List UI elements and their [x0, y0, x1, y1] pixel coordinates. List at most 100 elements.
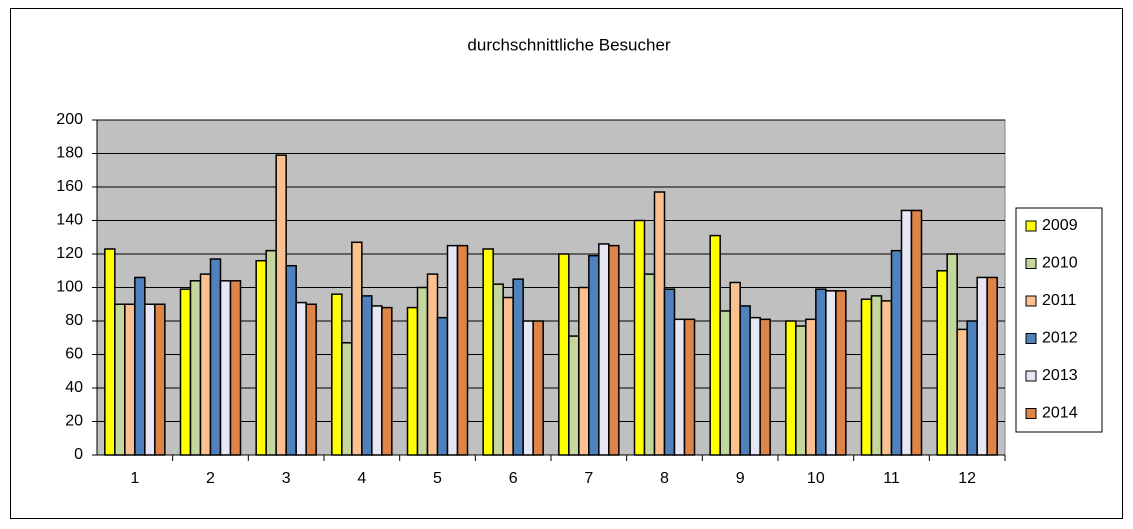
bar [683, 318, 696, 456]
bar [558, 253, 570, 456]
bar [154, 303, 166, 456]
bar [436, 316, 449, 456]
y-tick-label: 160 [56, 178, 83, 195]
y-tick-label: 80 [65, 312, 83, 329]
legend-label: 2010 [1042, 255, 1078, 272]
bar [588, 254, 600, 456]
legend-swatch [1025, 333, 1037, 344]
legend-swatch [1025, 408, 1037, 419]
bar [255, 259, 267, 456]
bar [860, 298, 873, 456]
bar [719, 310, 731, 456]
bar [890, 249, 903, 456]
bar [729, 281, 741, 456]
bar [406, 306, 419, 456]
legend-label: 2012 [1042, 330, 1078, 347]
bar [785, 320, 797, 456]
x-tick-label: 2 [206, 470, 215, 487]
bar [986, 276, 998, 456]
bar [265, 249, 277, 456]
bar [482, 248, 494, 456]
bar [199, 273, 212, 456]
bar [835, 290, 847, 456]
bar [341, 342, 353, 456]
bar [795, 325, 807, 456]
bar [209, 258, 222, 456]
legend-label: 2014 [1042, 405, 1078, 422]
x-tick-label: 8 [660, 470, 669, 487]
legend-swatch [1025, 295, 1037, 307]
bar [512, 278, 524, 456]
x-tick-label: 12 [958, 470, 976, 487]
bar [956, 328, 968, 456]
bar [456, 244, 469, 456]
bar [134, 276, 146, 456]
bar [749, 316, 761, 456]
bar [805, 318, 817, 456]
bar [578, 286, 590, 456]
bar [739, 305, 751, 456]
bar [880, 300, 893, 456]
bar [825, 290, 837, 456]
bar [219, 280, 232, 456]
y-tick-label: 20 [65, 413, 83, 430]
bar [663, 288, 676, 456]
bar [532, 320, 544, 456]
y-tick-label: 60 [65, 346, 83, 363]
bar [492, 283, 504, 456]
bar [144, 303, 156, 456]
bar [416, 286, 429, 456]
bar [608, 244, 620, 456]
bar [446, 244, 459, 456]
x-tick-label: 9 [736, 470, 745, 487]
bar [305, 303, 317, 456]
x-tick-label: 6 [509, 470, 518, 487]
x-tick-label: 5 [433, 470, 442, 487]
bar [104, 248, 116, 456]
x-tick-label: 1 [130, 470, 139, 487]
x-tick-label: 3 [282, 470, 291, 487]
chart-title: durchschnittliche Besucher [467, 35, 671, 54]
bar [189, 280, 202, 456]
x-tick-label: 7 [584, 470, 593, 487]
bar [275, 154, 287, 456]
bar [331, 293, 343, 456]
bar [351, 241, 363, 456]
bar [759, 318, 771, 456]
bar [598, 243, 610, 456]
x-tick-label: 11 [883, 470, 900, 487]
y-tick-label: 200 [56, 111, 83, 128]
bar [633, 219, 646, 456]
legend-box [1015, 207, 1103, 433]
bar [229, 280, 242, 456]
bar [426, 273, 439, 456]
y-tick-label: 120 [56, 245, 83, 262]
legend-swatch [1025, 258, 1037, 269]
legend-label: 2009 [1042, 217, 1078, 234]
bar [568, 335, 580, 456]
bar [502, 296, 514, 456]
bar [371, 305, 383, 456]
bar [295, 301, 307, 456]
bar [976, 276, 988, 456]
bar [709, 234, 721, 456]
y-tick-label: 100 [56, 279, 83, 296]
bar [124, 303, 136, 456]
bar [910, 209, 923, 456]
x-tick-label: 10 [807, 470, 825, 487]
bar [870, 295, 883, 456]
bar [643, 273, 656, 456]
legend-swatch [1025, 370, 1037, 382]
legend-swatch [1025, 220, 1037, 232]
y-tick-label: 140 [56, 212, 83, 229]
bar [966, 320, 978, 456]
bar [285, 264, 297, 456]
bar [522, 320, 534, 456]
bar [673, 318, 686, 456]
bar [381, 306, 393, 456]
x-tick-label: 4 [357, 470, 366, 487]
bar [946, 253, 958, 456]
bar [179, 288, 192, 456]
bar [936, 270, 948, 456]
